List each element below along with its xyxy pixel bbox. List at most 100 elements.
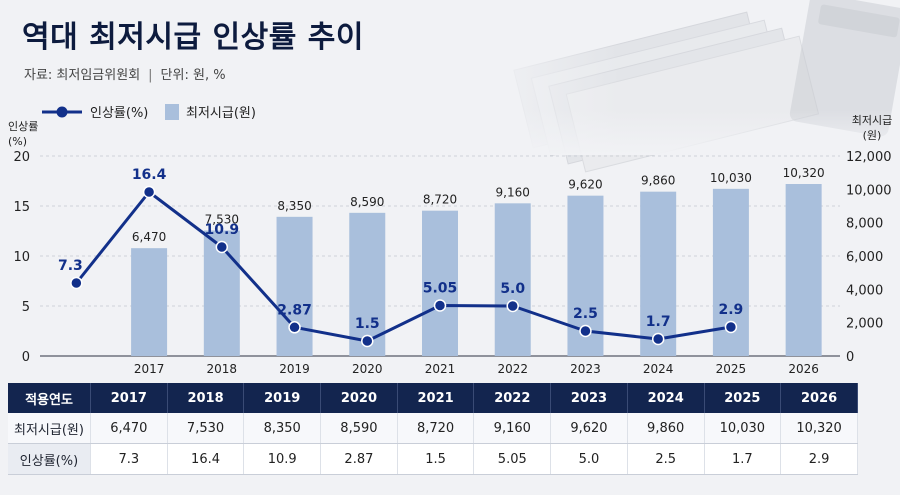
table-cell: 6,470 <box>90 413 168 444</box>
table-cell: 2.87 <box>320 443 398 475</box>
combo-chart: 6,470 7,530 8,350 8,590 8,720 9,160 9,620 9,860… <box>8 104 892 376</box>
table-cell: 2.9 <box>780 443 858 475</box>
rate-point <box>724 320 738 334</box>
x-axis-tick-label: 2024 <box>643 362 674 376</box>
table-year-header: 2020 <box>320 383 398 413</box>
rate-line <box>75 190 732 343</box>
x-axis-tick-label: 2018 <box>207 362 238 376</box>
rate-line-series: 7.3 16.4 10.9 2.87 1.5 5.05 5.0 2.5 1.7 2.9 <box>58 167 744 348</box>
table-body: 최저시급(원) 6,470 7,530 8,350 8,590 8,720 9,160 9,6… <box>8 413 858 475</box>
table-year-header: 2017 <box>90 383 168 413</box>
table-cell: 9,620 <box>550 413 628 444</box>
wage-bar-label: 10,030 <box>710 171 752 185</box>
right-axis-tick-label: 2,000 <box>846 317 883 332</box>
x-axis-tick-label: 2022 <box>497 362 528 376</box>
left-axis-tick-label: 10 <box>13 250 30 265</box>
table-cell: 10,320 <box>780 413 858 444</box>
table-cell: 10,030 <box>704 413 782 444</box>
rate-data-label: 7.3 <box>58 258 83 274</box>
table-corner-header: 적용연도 <box>8 383 91 413</box>
axes: 0 5 10 15 20 0 2,000 4,000 6,000 8,000 10,000 12,00… <box>8 114 892 376</box>
wage-bar-label: 8,350 <box>277 199 311 213</box>
table-cell: 5.0 <box>550 443 628 475</box>
data-table: 적용연도 2017 2018 2019 2020 2021 2022 2023 2024 2025… <box>8 383 858 475</box>
rate-data-label: 16.4 <box>132 167 167 183</box>
legend-wage-swatch-icon <box>165 104 179 120</box>
table-cell: 16.4 <box>167 443 245 475</box>
left-axis-tick-label: 20 <box>13 150 30 165</box>
right-axis-title: 최저시급 <box>852 114 892 127</box>
table-cell: 8,350 <box>243 413 322 444</box>
left-axis-title: (%) <box>8 135 27 148</box>
table-cell: 2.5 <box>627 443 705 475</box>
wage-bar <box>785 184 822 356</box>
x-axis-tick-label: 2023 <box>570 362 601 376</box>
subtitle-divider: | <box>148 68 153 83</box>
table-cell: 7,530 <box>167 413 245 444</box>
x-axis-tick-label: 2026 <box>788 362 819 376</box>
left-axis-title: 인상률 <box>8 120 38 133</box>
wage-bar <box>494 203 531 356</box>
rate-point <box>651 332 665 346</box>
x-axis-tick-label: 2021 <box>425 362 456 376</box>
rate-data-label: 1.7 <box>646 314 671 330</box>
table-year-header: 2025 <box>704 383 782 413</box>
page-title: 역대 최저시급 인상률 추이 <box>22 20 364 55</box>
x-axis-tick-label: 2020 <box>352 362 383 376</box>
table-cell: 8,720 <box>397 413 475 444</box>
rate-data-label: 5.05 <box>423 281 458 297</box>
wage-bar-label: 8,720 <box>423 193 457 207</box>
left-axis-tick-label: 5 <box>22 300 30 315</box>
rate-point <box>579 324 592 338</box>
wage-bar-label: 6,470 <box>132 230 166 244</box>
table-row-label: 인상률(%) <box>8 443 91 475</box>
rate-data-label: 10.9 <box>205 222 240 238</box>
x-axis-tick-label: 2017 <box>134 362 165 376</box>
table-cell: 1.5 <box>397 443 475 475</box>
rate-data-label: 2.5 <box>573 306 598 322</box>
wage-bar <box>349 212 386 356</box>
table-row: 인상률(%) 7.3 16.4 10.9 2.87 1.5 5.05 5.0 2.5 1.7 2.9 <box>8 443 858 475</box>
right-axis-tick-label: 4,000 <box>846 283 883 298</box>
wage-bar-label: 7,530 <box>205 213 239 227</box>
wage-bar <box>131 248 168 356</box>
right-axis-tick-label: 8,000 <box>846 217 883 232</box>
right-axis-tick-label: 10,000 <box>846 183 892 198</box>
rate-point <box>506 299 519 313</box>
x-axis-tick-label: 2025 <box>716 362 747 376</box>
rate-point <box>215 240 229 254</box>
calculator-illustration <box>789 0 900 137</box>
right-axis-tick-label: 6,000 <box>846 250 883 265</box>
table-header-row: 적용연도 2017 2018 2019 2020 2021 2022 2023 2024 2025… <box>8 383 858 413</box>
rate-point <box>142 185 156 199</box>
wage-bar-label: 10,320 <box>783 166 825 180</box>
wage-bars <box>131 184 822 356</box>
rate-point <box>70 276 83 290</box>
right-axis-tick-label: 12,000 <box>846 150 892 165</box>
table-year-header: 2024 <box>627 383 705 413</box>
rate-data-label: 1.5 <box>355 316 380 332</box>
wage-bar-labels: 6,470 7,530 8,350 8,590 8,720 9,160 9,620 9,860… <box>132 166 825 244</box>
right-axis-tick-label: 0 <box>846 350 854 365</box>
wage-bar-label: 9,160 <box>496 185 530 199</box>
table-cell: 9,160 <box>473 413 552 444</box>
legend-rate-label: 인상률(%) <box>90 106 148 121</box>
wage-bar-label: 8,590 <box>350 195 384 209</box>
table-year-header: 2026 <box>780 383 858 413</box>
rate-data-label: 2.9 <box>719 302 744 318</box>
table-year-header: 2023 <box>550 383 628 413</box>
wage-bar <box>640 191 677 356</box>
table-year-header: 2022 <box>473 383 552 413</box>
wage-bar-label: 9,620 <box>568 178 602 192</box>
rate-point <box>433 299 447 312</box>
legend-wage-label: 최저시급(원) <box>186 106 256 121</box>
table-year-header: 2018 <box>167 383 245 413</box>
wage-bar <box>422 210 458 356</box>
table-year-header: 2019 <box>243 383 322 413</box>
rate-point <box>288 321 301 334</box>
table-cell: 10.9 <box>243 443 322 475</box>
rate-point <box>361 334 374 348</box>
table-cell: 8,590 <box>320 413 398 444</box>
chart-subtitle: 자료: 최저임금위원회 | 단위: 원, % <box>24 64 226 83</box>
